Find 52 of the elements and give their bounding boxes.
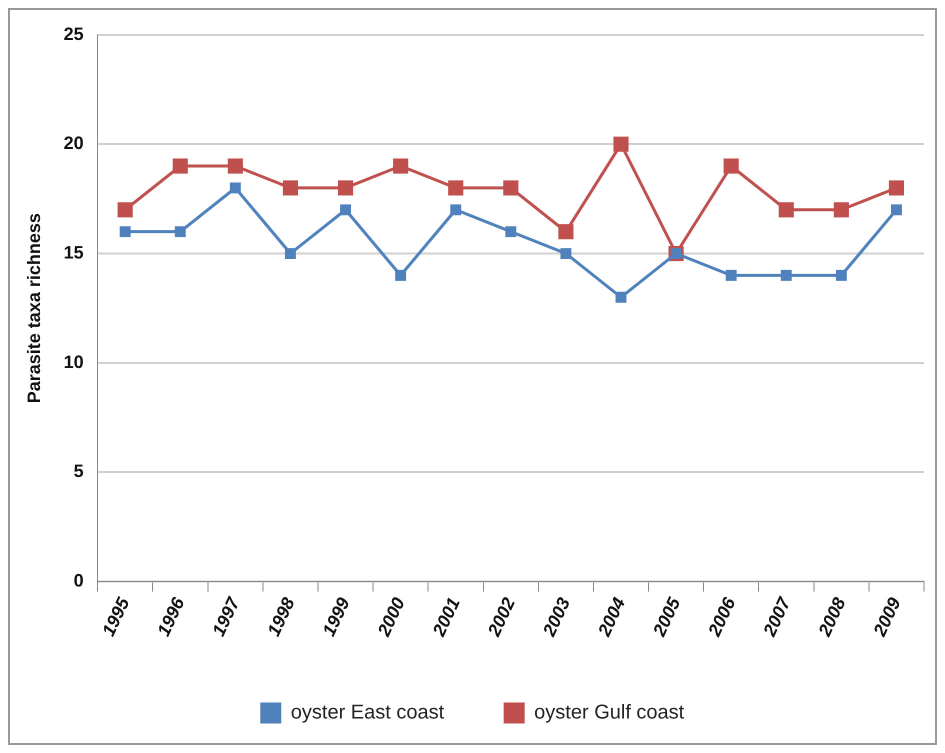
point bbox=[340, 204, 351, 216]
x-tick-label: 2002 bbox=[483, 594, 519, 640]
point bbox=[450, 204, 462, 216]
x-tick-label: 2006 bbox=[704, 594, 740, 640]
point bbox=[503, 180, 518, 196]
y-tick-label: 20 bbox=[64, 133, 84, 154]
point bbox=[778, 202, 794, 218]
x-tick-label: 2004 bbox=[594, 594, 630, 640]
point bbox=[724, 158, 739, 174]
point bbox=[726, 270, 737, 281]
x-tick-label: 2008 bbox=[814, 594, 850, 640]
point bbox=[118, 202, 133, 218]
point bbox=[230, 182, 241, 194]
point bbox=[888, 180, 904, 196]
point bbox=[613, 136, 629, 152]
x-tick-label: 2000 bbox=[373, 594, 409, 640]
point bbox=[560, 248, 572, 259]
point bbox=[780, 270, 792, 281]
point bbox=[172, 158, 188, 174]
point bbox=[505, 226, 516, 238]
y-tick-label: 5 bbox=[74, 461, 84, 482]
y-tick-label: 10 bbox=[64, 352, 84, 372]
y-tick-label: 0 bbox=[74, 570, 84, 591]
point bbox=[393, 158, 408, 174]
point bbox=[282, 180, 298, 196]
point bbox=[338, 180, 354, 196]
y-tick-label: 25 bbox=[64, 24, 84, 44]
x-tick-label: 1997 bbox=[208, 594, 244, 640]
point bbox=[616, 292, 626, 303]
point bbox=[834, 202, 849, 218]
point bbox=[284, 248, 296, 259]
point bbox=[228, 158, 243, 174]
point bbox=[395, 270, 406, 281]
x-tick-label: 2007 bbox=[758, 594, 795, 640]
x-tick-label: 1998 bbox=[264, 594, 299, 640]
point bbox=[558, 224, 574, 240]
point bbox=[120, 226, 131, 238]
x-tick-label: 1996 bbox=[153, 594, 189, 640]
y-tick-label: 15 bbox=[64, 242, 84, 262]
x-tick-label: 2009 bbox=[869, 594, 905, 640]
point bbox=[174, 226, 186, 238]
point bbox=[891, 204, 902, 216]
point bbox=[836, 270, 847, 281]
x-tick-label: 1999 bbox=[318, 594, 354, 640]
legend-label: oyster East coast bbox=[290, 702, 445, 724]
x-tick-label: 2001 bbox=[428, 594, 464, 640]
y-axis-title: Parasite taxa richness bbox=[24, 213, 44, 404]
x-tick-label: 2005 bbox=[648, 594, 685, 640]
point bbox=[448, 180, 464, 196]
legend-label: oyster Gulf coast bbox=[534, 702, 685, 724]
x-tick-label: 1995 bbox=[98, 594, 134, 640]
x-tick-label: 2003 bbox=[538, 594, 574, 640]
